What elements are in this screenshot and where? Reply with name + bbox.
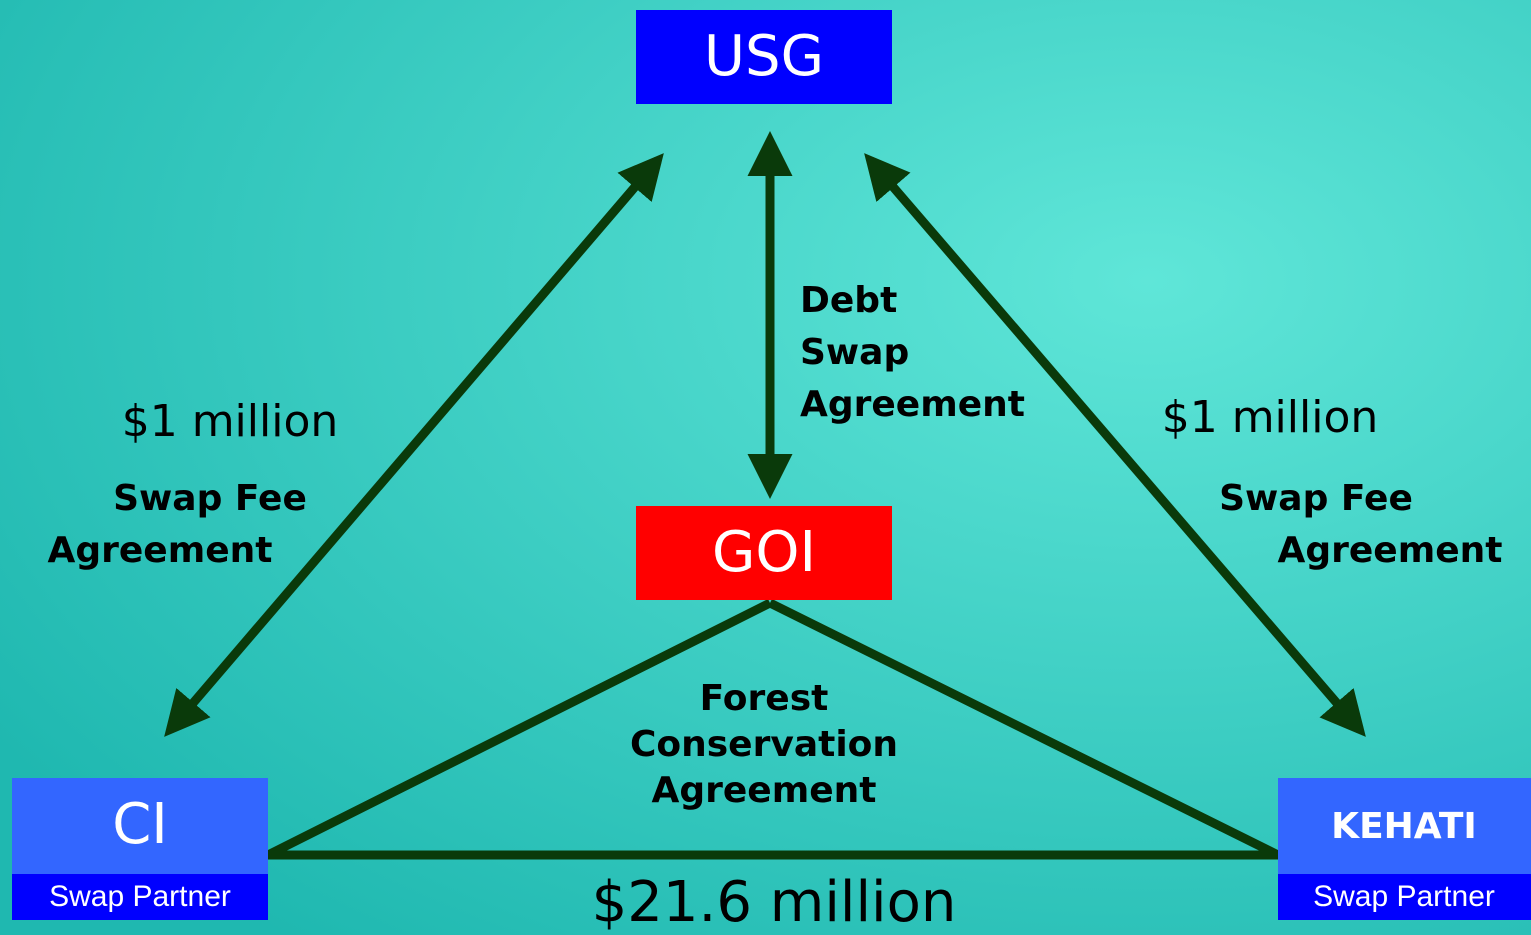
- edge-label: Swap Fee: [1219, 478, 1413, 519]
- ci-sub-box: [12, 874, 268, 920]
- edge-label: Debt: [800, 280, 897, 321]
- kehati-sub-box: [1278, 874, 1531, 920]
- edge-label: Agreement: [652, 770, 877, 811]
- usg-box: [636, 10, 892, 104]
- goi-label: GOI: [712, 520, 816, 585]
- edge-label: Agreement: [800, 384, 1025, 425]
- edge-label: Swap Fee: [113, 478, 307, 519]
- ci-box: [12, 778, 268, 874]
- kehati-sublabel: Swap Partner: [1313, 880, 1495, 913]
- goi-box: [636, 506, 892, 600]
- kehati-box: [1278, 778, 1531, 874]
- edge-label: Forest: [700, 678, 829, 719]
- ci-label: CI: [112, 792, 168, 857]
- edge-amount: $21.6 million: [592, 870, 957, 935]
- kehati-label: KEHATI: [1331, 806, 1477, 847]
- edge-amount: $1 million: [122, 396, 339, 447]
- edge-label: Agreement: [1278, 530, 1503, 571]
- usg-label: USG: [704, 24, 824, 89]
- ci-sublabel: Swap Partner: [49, 880, 231, 913]
- edge-label: Swap: [800, 332, 909, 373]
- arrows: [164, 131, 1366, 860]
- edge-label: Conservation: [630, 724, 898, 765]
- edge-label: Agreement: [48, 530, 273, 571]
- edge-amount: $1 million: [1162, 392, 1379, 443]
